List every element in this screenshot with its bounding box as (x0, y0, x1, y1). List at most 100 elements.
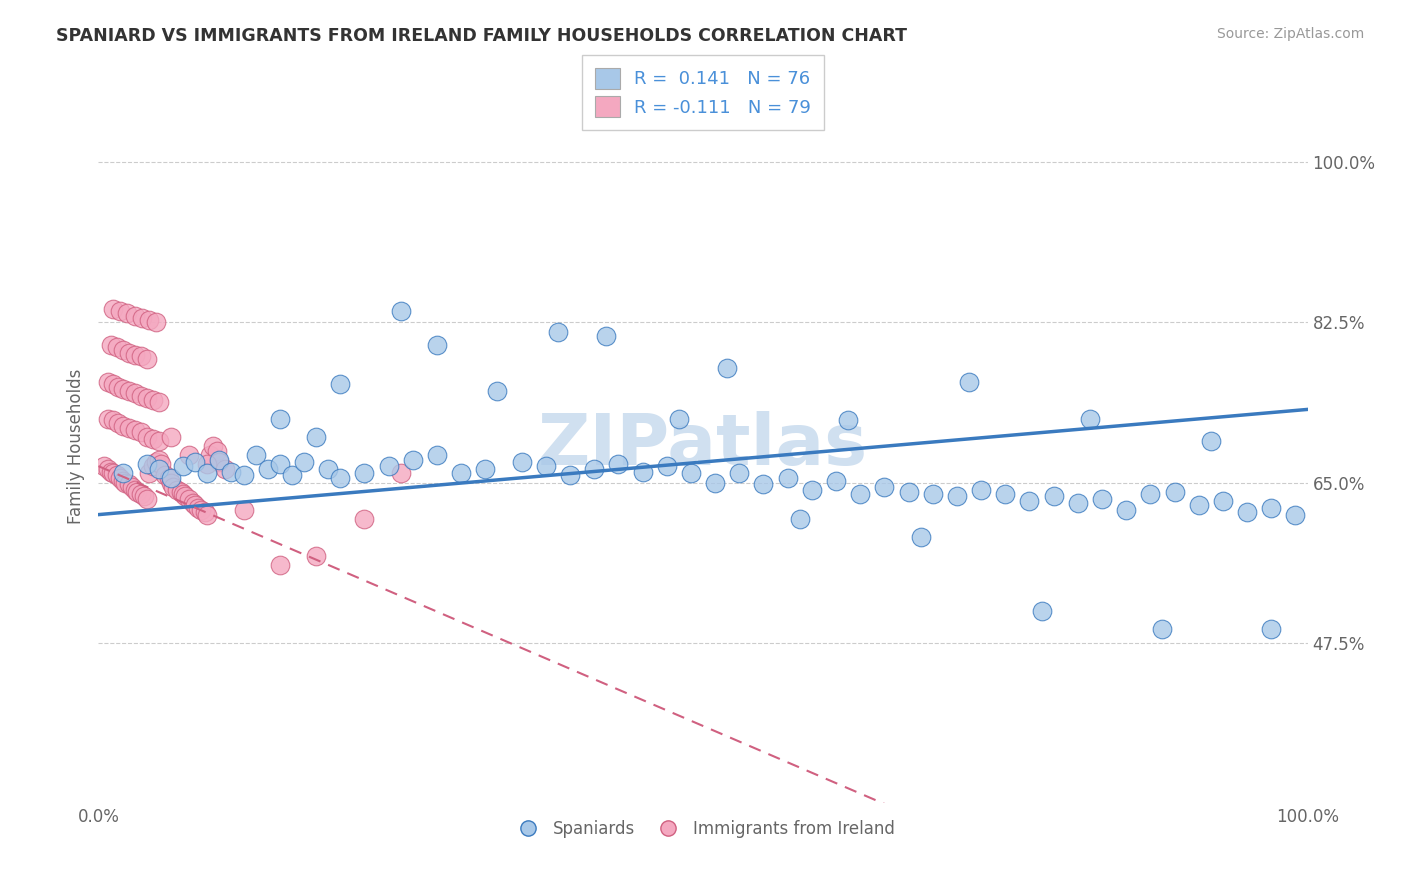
Point (195, 458, 218, 472)
Point (208, 455, 231, 469)
Point (100, 465, 122, 479)
Point (135, 352, 157, 367)
Point (910, 531, 932, 545)
Point (142, 393, 165, 408)
Point (583, 462, 606, 476)
Point (716, 361, 738, 376)
Point (166, 483, 188, 497)
Point (450, 467, 472, 481)
Point (1031, 604, 1053, 618)
Point (256, 462, 278, 476)
Point (108, 471, 131, 485)
Point (595, 329, 617, 343)
Point (101, 301, 124, 316)
Point (187, 501, 209, 516)
Point (97, 411, 120, 425)
Point (329, 471, 352, 485)
Point (111, 343, 134, 357)
Point (607, 458, 630, 472)
Point (486, 384, 509, 398)
Point (1284, 508, 1306, 522)
Point (873, 480, 896, 494)
Point (292, 455, 315, 469)
Point (179, 448, 201, 462)
Point (124, 423, 146, 437)
Point (153, 468, 176, 483)
Point (389, 303, 412, 318)
Point (232, 468, 254, 483)
Point (353, 512, 375, 526)
Point (172, 459, 194, 474)
Point (245, 448, 267, 462)
Point (124, 386, 146, 401)
Point (129, 486, 152, 500)
Point (957, 375, 980, 389)
Point (131, 310, 153, 325)
Point (101, 413, 124, 427)
Point (269, 411, 291, 425)
Point (101, 467, 124, 481)
Point (150, 458, 173, 472)
Point (160, 475, 183, 490)
Point (129, 425, 152, 440)
Point (107, 379, 129, 393)
Point (631, 465, 654, 479)
Point (157, 471, 180, 485)
Point (776, 471, 799, 485)
Point (121, 480, 143, 494)
Point (111, 467, 134, 481)
Point (160, 430, 183, 444)
Point (148, 452, 170, 467)
Point (316, 462, 339, 476)
Point (221, 465, 243, 479)
Point (800, 483, 823, 497)
Point (269, 558, 291, 572)
Point (1139, 486, 1161, 500)
Point (162, 480, 184, 494)
Point (124, 309, 146, 323)
Text: Source: ZipAtlas.com: Source: ZipAtlas.com (1216, 27, 1364, 41)
Legend: Spaniards, Immigrants from Ireland: Spaniards, Immigrants from Ireland (505, 814, 901, 845)
Point (148, 434, 170, 449)
Point (179, 491, 201, 506)
Point (195, 508, 218, 522)
Point (994, 486, 1017, 500)
Point (127, 484, 149, 499)
Point (174, 489, 197, 503)
Point (1067, 496, 1090, 510)
Point (897, 484, 920, 499)
Point (97, 375, 120, 389)
Text: SPANIARD VS IMMIGRANTS FROM IRELAND FAMILY HOUSEHOLDS CORRELATION CHART: SPANIARD VS IMMIGRANTS FROM IRELAND FAMI… (56, 27, 907, 45)
Point (111, 474, 134, 488)
Point (100, 338, 122, 352)
Point (232, 503, 254, 517)
Point (1152, 622, 1174, 636)
Point (547, 325, 569, 339)
Point (135, 392, 157, 406)
Point (135, 430, 157, 444)
Point (190, 503, 212, 517)
Point (142, 432, 165, 446)
Y-axis label: Family Households: Family Households (66, 368, 84, 524)
Point (172, 486, 194, 500)
Point (1018, 494, 1040, 508)
Point (1199, 434, 1222, 449)
Point (97, 462, 120, 476)
Point (1078, 411, 1101, 425)
Point (138, 312, 160, 326)
Point (534, 459, 557, 474)
Point (214, 462, 236, 476)
Point (181, 496, 204, 510)
Point (194, 505, 217, 519)
Point (510, 455, 533, 469)
Point (389, 467, 412, 481)
Point (148, 395, 170, 409)
Point (789, 512, 811, 526)
Point (426, 448, 449, 462)
Point (305, 430, 328, 444)
Point (202, 439, 225, 453)
Point (426, 338, 449, 352)
Point (728, 467, 751, 481)
Point (118, 420, 141, 434)
Point (281, 468, 304, 483)
